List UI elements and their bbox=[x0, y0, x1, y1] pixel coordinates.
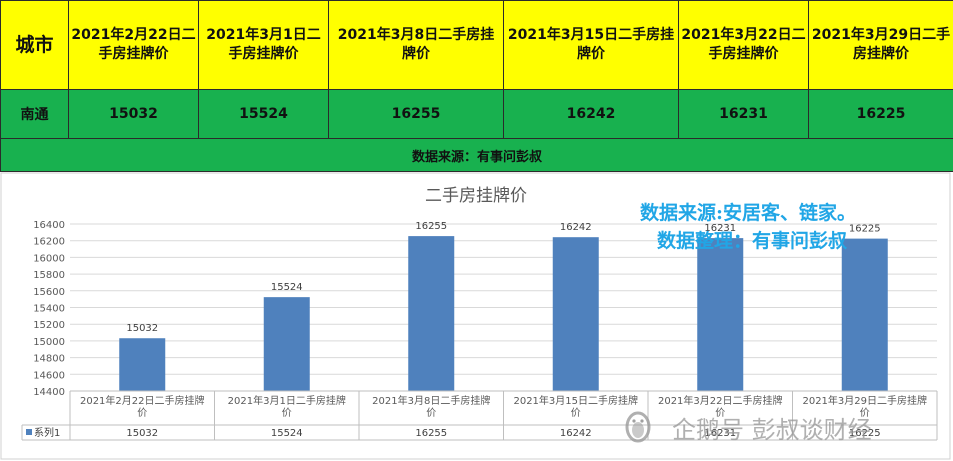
y-tick-label: 15200 bbox=[33, 320, 65, 331]
bar bbox=[697, 238, 744, 391]
col-header: 2021年3月1日二手房挂牌价 bbox=[198, 0, 329, 90]
data-label: 15524 bbox=[271, 282, 303, 293]
bar bbox=[841, 238, 888, 391]
bar bbox=[408, 236, 455, 391]
x-tick-label: 2021年3月1日二手房挂牌 bbox=[228, 394, 346, 407]
bar bbox=[119, 338, 166, 391]
x-tick-label: 2021年3月29日二手房挂牌 bbox=[802, 394, 927, 407]
x-tick-label: 2021年3月8日二手房挂牌 bbox=[372, 394, 490, 407]
y-tick-label: 14400 bbox=[33, 387, 65, 398]
table-value: 15524 bbox=[271, 428, 303, 439]
x-tick-label: 价 bbox=[860, 407, 870, 419]
data-label: 16255 bbox=[415, 221, 447, 232]
x-tick-label: 价 bbox=[571, 407, 581, 419]
col-header: 2021年3月8日二手房挂牌价 bbox=[328, 0, 504, 90]
x-tick-label: 2021年3月22日二手房挂牌 bbox=[658, 394, 783, 407]
chart-frame bbox=[0, 172, 951, 460]
y-tick-label: 16000 bbox=[33, 253, 65, 264]
x-tick-label: 价 bbox=[137, 407, 147, 419]
x-tick-label: 价 bbox=[426, 407, 436, 419]
row-city: 南通 bbox=[0, 89, 69, 139]
x-tick-label: 价 bbox=[282, 407, 292, 419]
col-header: 2021年3月15日二手房挂牌价 bbox=[503, 0, 679, 90]
penguin-logo-icon bbox=[625, 411, 651, 443]
y-tick-label: 15400 bbox=[33, 304, 65, 315]
city-header: 城市 bbox=[0, 0, 69, 90]
price-cell: 16255 bbox=[328, 89, 504, 139]
data-label: 16231 bbox=[704, 223, 736, 234]
price-cell: 15524 bbox=[198, 89, 329, 139]
y-tick-label: 15600 bbox=[33, 287, 65, 298]
bar-chart: 二手房挂牌价 14400 14600 14800 15000 15200 15400 1560… bbox=[0, 172, 951, 460]
price-cell: 15032 bbox=[68, 89, 199, 139]
x-tick-label: 2021年3月15日二手房挂牌 bbox=[513, 394, 638, 407]
y-tick-label: 15800 bbox=[33, 270, 65, 281]
source-note: 数据来源：有事问彭叔 bbox=[0, 138, 953, 172]
data-label: 15032 bbox=[126, 323, 158, 334]
legend-key bbox=[26, 429, 32, 435]
table-value: 16255 bbox=[415, 428, 447, 439]
col-header: 2021年3月29日二手房挂牌价 bbox=[808, 0, 953, 90]
table-value: 16231 bbox=[704, 428, 736, 439]
y-tick-label: 16200 bbox=[33, 237, 65, 248]
data-label: 16242 bbox=[560, 222, 592, 233]
x-tick-label: 价 bbox=[715, 407, 725, 419]
table-value: 15032 bbox=[126, 428, 158, 439]
x-tick-label: 2021年2月22日二手房挂牌 bbox=[80, 394, 205, 407]
y-tick-label: 14600 bbox=[33, 370, 65, 381]
bar bbox=[552, 237, 599, 391]
y-tick-label: 15000 bbox=[33, 337, 65, 348]
price-cell: 16225 bbox=[808, 89, 953, 139]
col-header: 2021年2月22日二手房挂牌价 bbox=[68, 0, 199, 90]
data-label: 16225 bbox=[849, 224, 881, 235]
price-cell: 16242 bbox=[503, 89, 679, 139]
watermark-compiler: 数据整理：有事问彭叔 bbox=[657, 230, 848, 252]
bar bbox=[263, 297, 310, 391]
price-table: 城市 2021年2月22日二手房挂牌价 2021年3月1日二手房挂牌价 2021… bbox=[0, 0, 953, 172]
watermark-brand: 企鹅号 彭叔谈财经 bbox=[672, 416, 872, 444]
watermark-source: 数据来源:安居客、链家。 bbox=[640, 202, 857, 224]
y-tick-label: 16400 bbox=[33, 220, 65, 231]
y-tick-label: 14800 bbox=[33, 354, 65, 365]
price-cell: 16231 bbox=[678, 89, 809, 139]
chart-title: 二手房挂牌价 bbox=[425, 186, 527, 206]
table-value: 16225 bbox=[849, 428, 881, 439]
col-header: 2021年3月22日二手房挂牌价 bbox=[678, 0, 809, 90]
table-value: 16242 bbox=[560, 428, 592, 439]
series-name: 系列1 bbox=[34, 426, 60, 439]
